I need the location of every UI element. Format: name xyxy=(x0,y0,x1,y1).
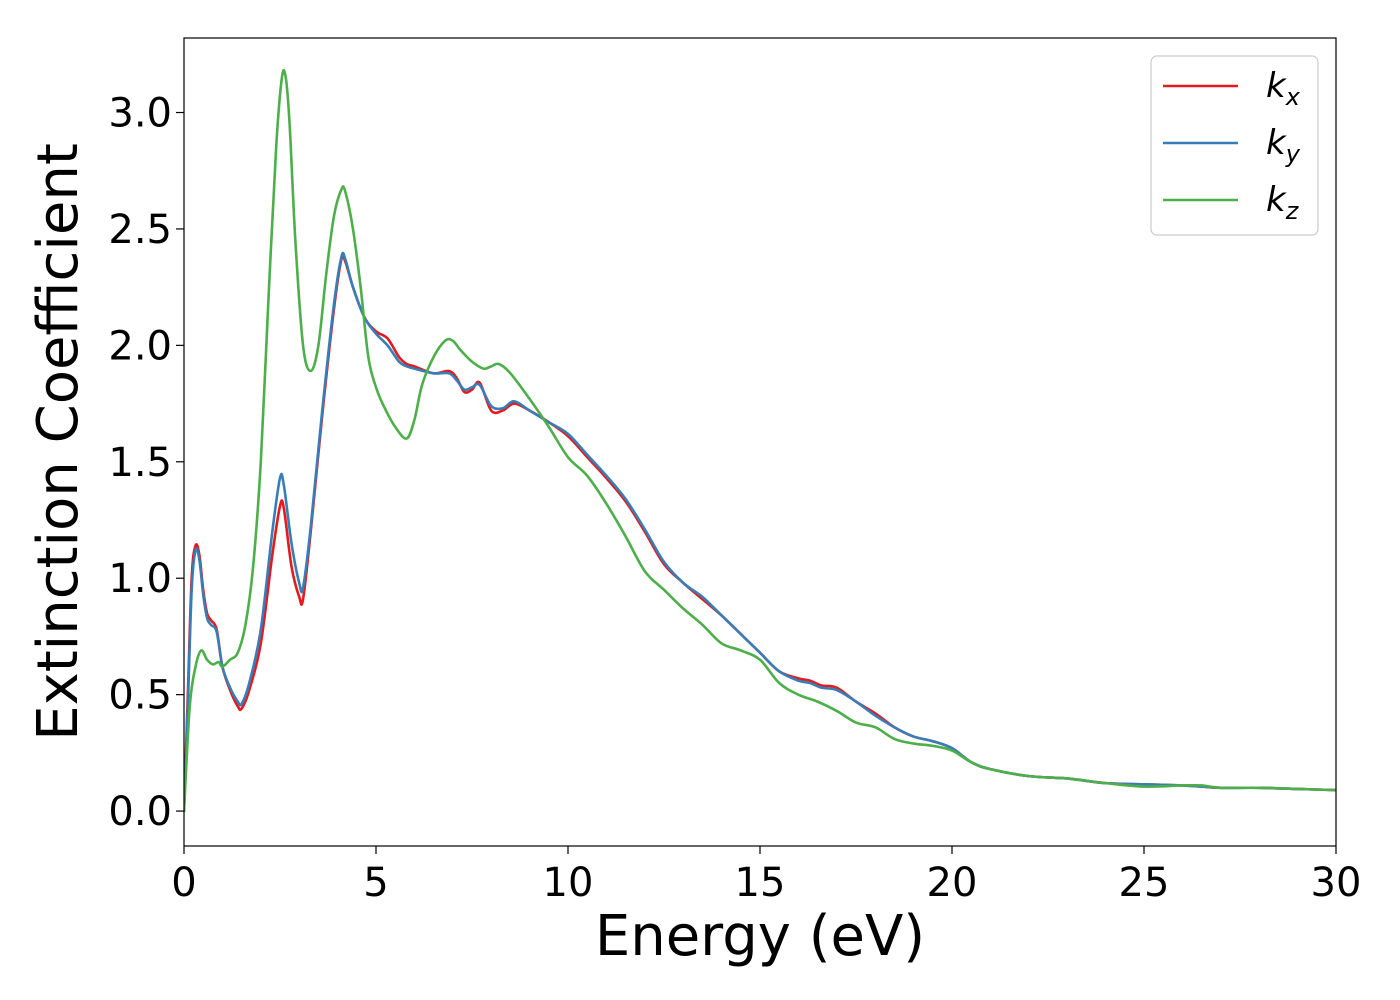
legend: kx ky kz xyxy=(1150,55,1319,236)
y-tick-label: 0.0 xyxy=(108,789,172,835)
legend-box xyxy=(1150,55,1319,236)
series-line-z xyxy=(184,69,1336,813)
series-layer xyxy=(184,69,1336,813)
y-tick-label: 3.0 xyxy=(108,91,172,137)
legend-label-z: kz xyxy=(1266,180,1300,225)
x-tick-label: 0 xyxy=(171,860,196,906)
x-tick-label: 10 xyxy=(543,860,594,906)
x-tick-label: 30 xyxy=(1311,860,1362,906)
x-tick-label: 25 xyxy=(1119,860,1170,906)
x-tick-label: 5 xyxy=(363,860,388,906)
y-tick-label: 1.0 xyxy=(108,556,172,602)
plot-area xyxy=(183,37,1337,847)
legend-label-x: kx xyxy=(1266,66,1301,111)
x-tick-label: 15 xyxy=(735,860,786,906)
y-axis: 0.0 0.5 1.0 1.5 2.0 2.5 3.0 xyxy=(108,91,184,835)
y-axis-title: Extinction Coefficient xyxy=(26,143,91,741)
x-axis: 0 5 10 15 20 25 30 xyxy=(171,846,1361,906)
y-tick-label: 2.5 xyxy=(108,207,172,253)
legend-label-y: ky xyxy=(1266,123,1301,168)
y-tick-label: 0.5 xyxy=(108,673,172,719)
y-tick-label: 1.5 xyxy=(108,440,172,486)
x-axis-title: Energy (eV) xyxy=(595,904,925,969)
series-line-y xyxy=(184,251,1336,813)
y-tick-label: 2.0 xyxy=(108,323,172,369)
x-tick-label: 20 xyxy=(927,860,978,906)
